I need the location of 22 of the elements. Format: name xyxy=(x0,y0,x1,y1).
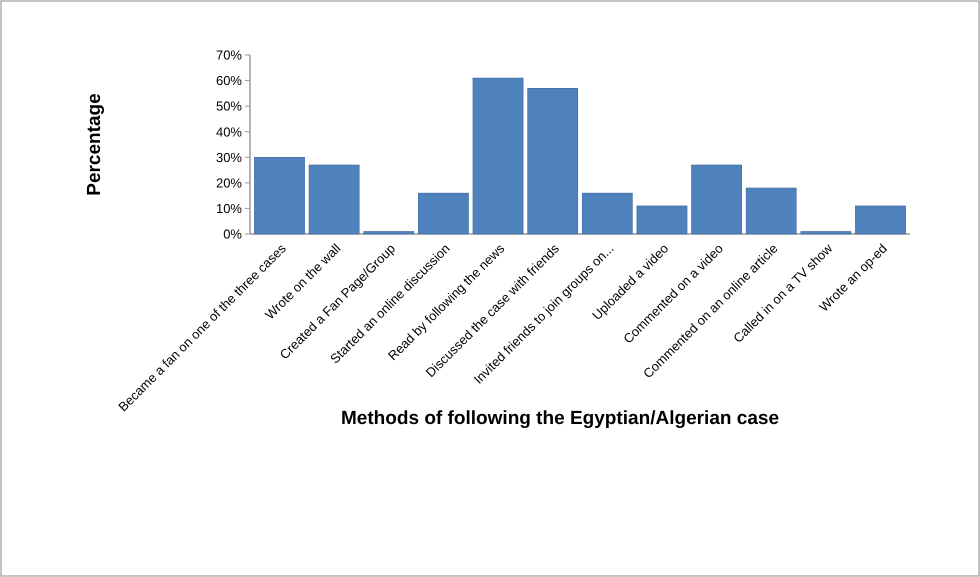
bar xyxy=(636,206,688,234)
y-axis-title: Percentage xyxy=(84,93,105,196)
bar xyxy=(363,231,414,234)
bar xyxy=(746,188,797,234)
y-tick-label: 30% xyxy=(216,150,242,165)
bar xyxy=(472,78,524,234)
bar xyxy=(691,164,742,234)
bar xyxy=(527,88,578,234)
x-axis-title: Methods of following the Egyptian/Algerian case xyxy=(340,408,780,429)
bar xyxy=(308,164,360,234)
y-tick-label: 70% xyxy=(216,48,242,63)
bar xyxy=(855,206,906,234)
y-tick-label: 20% xyxy=(216,175,242,190)
y-tick-label: 50% xyxy=(216,98,242,114)
bar xyxy=(254,157,305,234)
y-tick-label: 60% xyxy=(216,73,242,88)
y-tick-label: 0% xyxy=(223,226,242,242)
y-tick-label: 40% xyxy=(216,124,242,140)
bar xyxy=(800,231,852,234)
bar xyxy=(582,192,633,234)
bar xyxy=(418,192,469,234)
y-tick-label: 10% xyxy=(216,200,242,216)
